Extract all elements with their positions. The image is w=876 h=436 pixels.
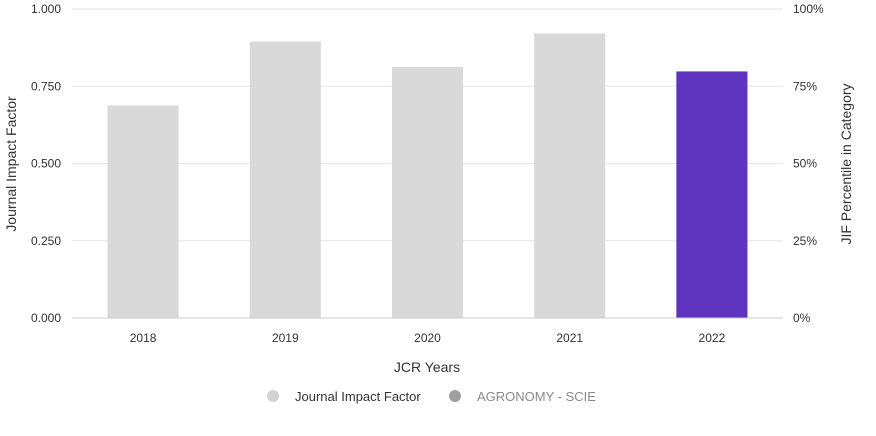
y-right-tick-label: 100% xyxy=(793,2,824,16)
y-tick-label: 1.000 xyxy=(31,2,61,16)
bar-2020[interactable] xyxy=(391,67,464,318)
y-tick-label: 0.000 xyxy=(31,311,61,325)
y-right-tick-label: 50% xyxy=(793,157,817,171)
legend-item-journal-impact-factor[interactable]: Journal Impact Factor xyxy=(267,389,421,404)
y-right-tick-label: 0% xyxy=(793,311,811,325)
legend-label-agronomy-scie: AGRONOMY - SCIE xyxy=(477,389,596,404)
x-tick-label-2021: 2021 xyxy=(556,331,583,345)
y-tick-label: 0.750 xyxy=(31,79,61,93)
legend-label-journal-impact-factor: Journal Impact Factor xyxy=(295,389,421,404)
bar-2019[interactable] xyxy=(249,41,321,318)
y-right-tick-label: 75% xyxy=(793,79,817,93)
x-tick-label-2022: 2022 xyxy=(699,331,726,345)
bar-2018[interactable] xyxy=(107,105,179,319)
y-tick-label: 0.500 xyxy=(31,157,61,171)
bar-layer xyxy=(107,33,748,319)
y-axis-title: Journal Impact Factor xyxy=(3,96,19,232)
bar-2021[interactable] xyxy=(534,33,606,318)
y-right-tick-label: 25% xyxy=(793,234,817,248)
y-axis-right-title: JIF Percentile in Category xyxy=(838,83,854,244)
right-axis: 0% 25% 50% 75% 100% xyxy=(793,2,824,325)
y-tick-label: 0.250 xyxy=(31,234,61,248)
legend-marker-agronomy-scie xyxy=(449,390,461,402)
legend-marker-journal-impact-factor xyxy=(267,390,279,402)
x-tick-label-2019: 2019 xyxy=(272,331,299,345)
legend-item-agronomy-scie[interactable]: AGRONOMY - SCIE xyxy=(449,389,596,404)
left-axis: 0.000 0.250 0.500 0.750 1.000 xyxy=(31,2,61,325)
bar-2022[interactable] xyxy=(676,71,748,318)
legend: Journal Impact Factor AGRONOMY - SCIE xyxy=(267,389,596,404)
x-axis-title: JCR Years xyxy=(394,359,460,375)
bottom-axis: 2018 2019 2020 2021 2022 xyxy=(72,317,783,345)
x-tick-label-2018: 2018 xyxy=(130,331,157,345)
x-tick-label-2020: 2020 xyxy=(414,331,441,345)
